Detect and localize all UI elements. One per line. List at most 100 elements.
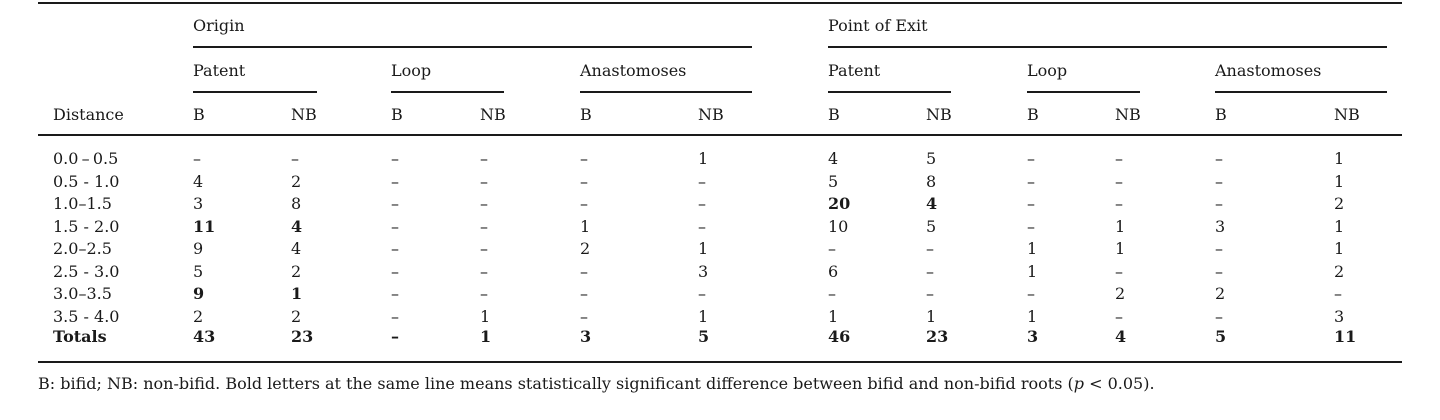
row-distance-label: 3.0–3.5 xyxy=(53,284,112,303)
table-cell: 8 xyxy=(926,171,937,191)
table-cell: 1 xyxy=(480,306,491,326)
table-cell: 9 xyxy=(193,284,205,303)
table-cell: – xyxy=(926,284,934,303)
top-rule xyxy=(38,2,1402,4)
table-cell: 1 xyxy=(1334,216,1345,236)
table-cell: – xyxy=(926,261,934,281)
table-cell: 1 xyxy=(1334,239,1345,258)
totals-cell: 23 xyxy=(291,327,314,346)
footnote-p-symbol: p xyxy=(1073,374,1084,393)
group-header-origin: Origin xyxy=(193,16,245,35)
table-cell: – xyxy=(580,194,588,213)
row-distance-label: 1.5 - 2.0 xyxy=(53,216,120,236)
row-distance-label: 0.5 - 1.0 xyxy=(53,171,120,191)
table-cell: – xyxy=(1027,284,1035,303)
column-label: B xyxy=(391,105,403,124)
column-label: B xyxy=(580,105,592,124)
table-cell: – xyxy=(391,261,399,281)
origin-patent-underline xyxy=(193,91,317,93)
table-cell: – xyxy=(391,194,399,213)
table-cell: 1 xyxy=(1334,171,1345,191)
table-cell: 2 xyxy=(291,261,302,281)
subgroup-header-origin-anastomoses: Anastomoses xyxy=(580,61,687,80)
table-cell: 1 xyxy=(698,239,709,258)
table-cell: 1 xyxy=(291,284,303,303)
group-header-point-of-exit: Point of Exit xyxy=(828,16,928,35)
table-cell: – xyxy=(480,261,488,281)
column-label: NB xyxy=(698,105,724,124)
table-cell: 2 xyxy=(1115,284,1126,303)
totals-cell: 23 xyxy=(926,327,949,346)
table-cell: 5 xyxy=(926,149,937,168)
table-cell: 10 xyxy=(828,216,849,236)
header-bottom-rule xyxy=(38,134,1402,136)
origin-loop-underline xyxy=(391,91,504,93)
table-cell: 5 xyxy=(926,216,937,236)
table-cell: 1 xyxy=(580,216,591,236)
table-cell: 1 xyxy=(926,306,937,326)
exit-loop-underline xyxy=(1027,91,1140,93)
table-cell: – xyxy=(698,284,706,303)
table-cell: – xyxy=(580,306,588,326)
totals-cell: 3 xyxy=(1027,327,1039,346)
table-cell: – xyxy=(391,284,399,303)
subgroup-header-exit-loop: Loop xyxy=(1027,61,1068,80)
table-cell: – xyxy=(580,149,588,168)
exit-patent-underline xyxy=(828,91,951,93)
table-cell: 5 xyxy=(193,261,204,281)
totals-cell: 11 xyxy=(1334,327,1357,346)
table-cell: – xyxy=(480,216,488,236)
table-cell: – xyxy=(1215,261,1223,281)
table-cell: 2 xyxy=(291,306,302,326)
column-label: NB xyxy=(1334,105,1360,124)
distance-header: Distance xyxy=(53,105,124,124)
table-cell: 1 xyxy=(828,306,839,326)
totals-cell: 5 xyxy=(698,327,710,346)
totals-cell: 46 xyxy=(828,327,851,346)
table-cell: – xyxy=(1215,239,1223,258)
table-cell: – xyxy=(1115,306,1123,326)
table-cell: 4 xyxy=(926,194,938,213)
table-cell: 2 xyxy=(1334,261,1345,281)
table-cell: 11 xyxy=(193,216,216,236)
table-cell: 2 xyxy=(291,171,302,191)
table-cell: 3 xyxy=(193,194,204,213)
origin-underline xyxy=(193,46,752,48)
table-cell: – xyxy=(1115,194,1123,213)
table-cell: – xyxy=(391,306,399,326)
table-cell: – xyxy=(1027,194,1035,213)
totals-cell: 5 xyxy=(1215,327,1227,346)
table-cell: – xyxy=(580,171,588,191)
table-cell: 4 xyxy=(291,216,303,236)
table-cell: 1 xyxy=(1115,216,1126,236)
table-cell: 2 xyxy=(193,306,204,326)
table-cell: – xyxy=(391,149,399,168)
table-cell: – xyxy=(480,239,488,258)
column-label: NB xyxy=(480,105,506,124)
table-cell: – xyxy=(1115,171,1123,191)
totals-cell: – xyxy=(391,327,399,346)
table-cell: – xyxy=(1215,194,1223,213)
table-cell: 1 xyxy=(1027,261,1038,281)
table-cell: – xyxy=(926,239,934,258)
column-label: B xyxy=(193,105,205,124)
table-cell: – xyxy=(698,194,706,213)
subgroup-header-exit-anastomoses: Anastomoses xyxy=(1215,61,1322,80)
table-cell: – xyxy=(391,239,399,258)
table-cell: – xyxy=(1027,171,1035,191)
totals-cell: 1 xyxy=(480,327,492,346)
totals-cell: 43 xyxy=(193,327,216,346)
exit-anastomoses-underline xyxy=(1215,91,1387,93)
table-cell: 4 xyxy=(193,171,204,191)
footnote-threshold: < 0.05). xyxy=(1084,374,1155,393)
table-cell: 1 xyxy=(1115,239,1126,258)
table-cell: – xyxy=(480,171,488,191)
table-cell: 5 xyxy=(828,171,839,191)
table-cell: 3 xyxy=(1334,306,1345,326)
table-cell: 6 xyxy=(828,261,839,281)
table-cell: 2 xyxy=(580,239,591,258)
column-label: B xyxy=(1027,105,1039,124)
table-cell: 1 xyxy=(1027,306,1038,326)
table-cell: – xyxy=(828,239,836,258)
